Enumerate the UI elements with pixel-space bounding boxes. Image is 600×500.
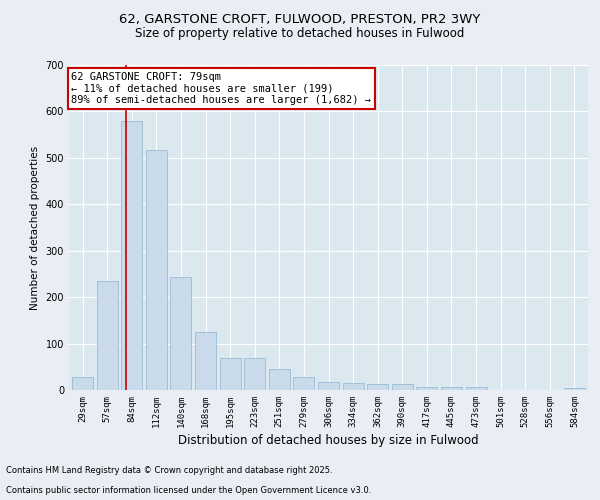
Bar [220, 358, 241, 390]
Bar [392, 384, 413, 390]
X-axis label: Distribution of detached houses by size in Fulwood: Distribution of detached houses by size … [178, 434, 479, 447]
Bar [564, 388, 585, 390]
Bar [195, 332, 216, 390]
Bar [244, 358, 265, 390]
Bar [72, 377, 93, 390]
Bar [441, 387, 462, 390]
Bar [343, 383, 364, 390]
Bar [97, 282, 118, 390]
Bar [367, 384, 388, 390]
Bar [318, 382, 339, 390]
Bar [269, 369, 290, 390]
Bar [170, 276, 191, 390]
Bar [146, 150, 167, 390]
Text: Contains HM Land Registry data © Crown copyright and database right 2025.: Contains HM Land Registry data © Crown c… [6, 466, 332, 475]
Text: Size of property relative to detached houses in Fulwood: Size of property relative to detached ho… [136, 28, 464, 40]
Text: 62 GARSTONE CROFT: 79sqm
← 11% of detached houses are smaller (199)
89% of semi-: 62 GARSTONE CROFT: 79sqm ← 11% of detach… [71, 72, 371, 105]
Text: 62, GARSTONE CROFT, FULWOOD, PRESTON, PR2 3WY: 62, GARSTONE CROFT, FULWOOD, PRESTON, PR… [119, 12, 481, 26]
Bar [416, 387, 437, 390]
Bar [121, 120, 142, 390]
Bar [466, 387, 487, 390]
Text: Contains public sector information licensed under the Open Government Licence v3: Contains public sector information licen… [6, 486, 371, 495]
Y-axis label: Number of detached properties: Number of detached properties [30, 146, 40, 310]
Bar [293, 378, 314, 390]
